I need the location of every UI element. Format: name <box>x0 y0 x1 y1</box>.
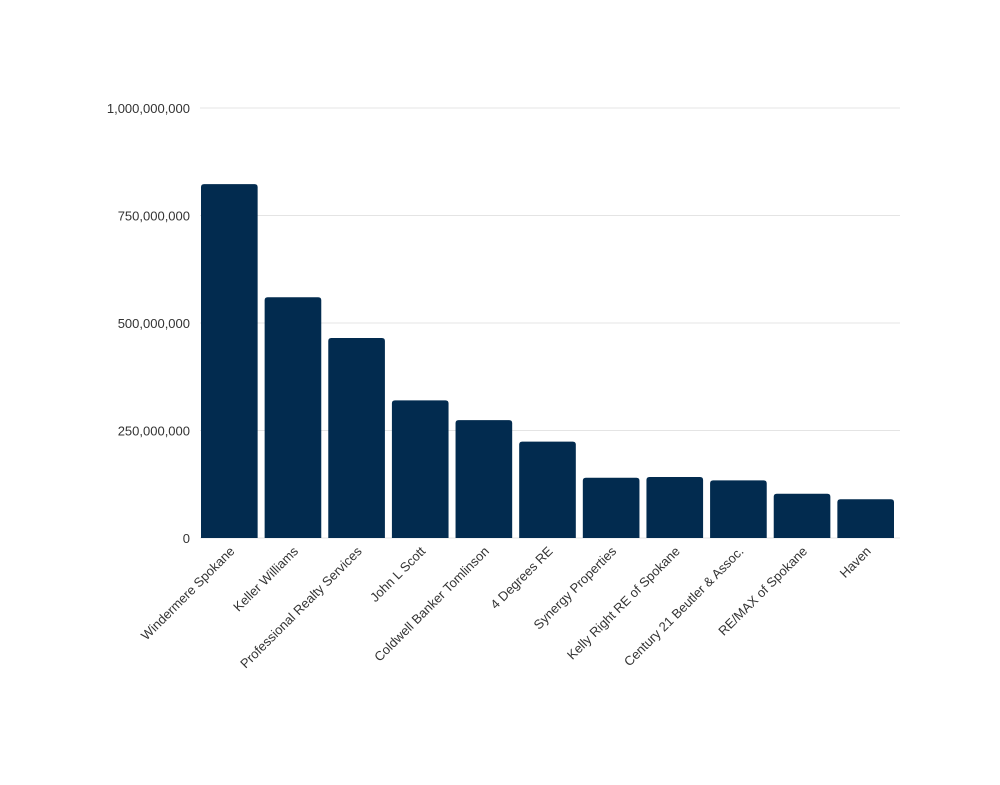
x-tick-label: Professional Realty Services <box>237 543 365 671</box>
x-tick-label: Haven <box>837 544 874 581</box>
bar[interactable] <box>391 400 449 538</box>
y-axis-ticks: 0 250,000,000 500,000,000 750,000,000 1,000,… <box>107 101 190 546</box>
x-tick-label: John L Scott <box>367 543 429 605</box>
y-tick-label: 250,000,000 <box>118 424 190 439</box>
x-tick-label: Coldwell Banker Tomlinson <box>371 544 492 665</box>
y-tick-label: 0 <box>183 531 190 546</box>
x-tick-label: Windermere Spokane <box>138 544 238 644</box>
bar[interactable] <box>646 476 704 538</box>
bar[interactable] <box>582 477 640 538</box>
bar[interactable] <box>264 297 322 538</box>
bar[interactable] <box>837 499 894 538</box>
y-tick-label: 500,000,000 <box>118 316 190 331</box>
bar[interactable] <box>710 480 767 538</box>
x-tick-label: Keller Williams <box>230 543 301 614</box>
x-tick-label: Century 21 Beutler & Assoc. <box>621 544 747 670</box>
bar[interactable] <box>519 441 576 538</box>
x-tick-label: 4 Degrees RE <box>487 543 556 612</box>
bar[interactable] <box>328 338 385 538</box>
x-tick-label: Kelly Right RE of Spokane <box>564 544 683 663</box>
y-tick-label: 1,000,000,000 <box>107 101 190 116</box>
bars <box>201 184 894 539</box>
bar[interactable] <box>455 420 513 538</box>
y-tick-label: 750,000,000 <box>118 209 190 224</box>
bar[interactable] <box>201 184 258 539</box>
bar[interactable] <box>773 493 831 538</box>
